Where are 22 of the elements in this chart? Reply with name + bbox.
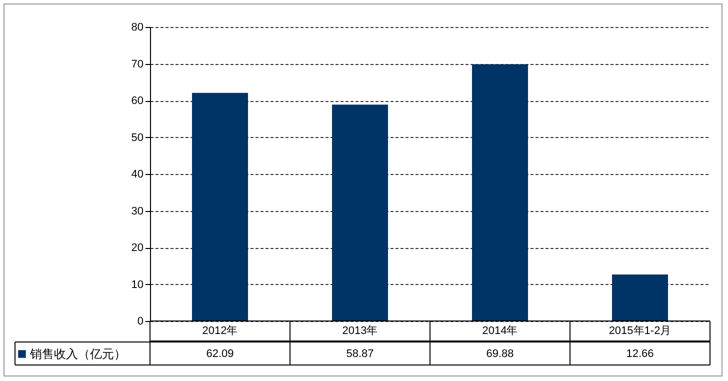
y-tick-label: 80 — [131, 22, 144, 34]
x-tick-label: 2013年 — [342, 325, 378, 337]
bar — [332, 104, 388, 321]
y-tick-label: 60 — [131, 95, 144, 107]
data-label: 62.09 — [206, 348, 234, 360]
y-tick-label: 40 — [131, 168, 144, 180]
bar — [612, 274, 668, 321]
x-tick-label: 2014年 — [482, 325, 518, 337]
data-label: 69.88 — [486, 348, 514, 360]
y-tick-label: 30 — [131, 205, 144, 218]
y-tick-label: 10 — [131, 278, 144, 291]
data-label: 58.87 — [346, 348, 374, 360]
y-tick-label: 20 — [131, 242, 144, 254]
y-tick-label: 0 — [137, 316, 144, 328]
bar — [472, 64, 528, 321]
legend-label: 销售收入（亿元） — [29, 347, 126, 361]
x-tick-label: 2015年1-2月 — [608, 325, 672, 337]
y-tick-label: 70 — [131, 58, 144, 70]
data-label: 12.66 — [626, 348, 654, 360]
bar — [192, 92, 248, 321]
y-tick-label: 50 — [131, 132, 144, 144]
x-tick-label: 2012年 — [202, 325, 238, 337]
